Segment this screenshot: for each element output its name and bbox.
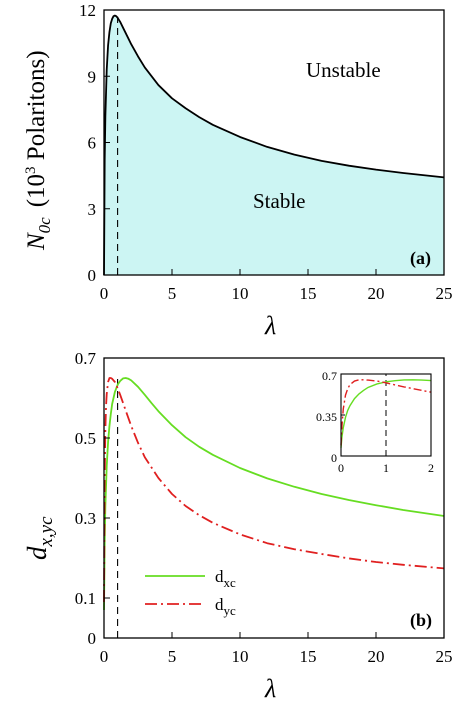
y-label-a-units-open: (10 (23, 174, 50, 207)
inset-ytick-label: 0 (331, 451, 337, 465)
b-ytick-label: 0.1 (75, 589, 96, 608)
a-ytick-label: 0 (88, 266, 97, 285)
a-xtick-label: 10 (232, 284, 249, 303)
x-ticks-b: 0 5 10 15 20 25 (100, 632, 453, 666)
y-label-a-units-close: Polaritons) (23, 50, 50, 166)
y-ticks-b: 0 0.1 0.3 0.5 0.7 (75, 349, 110, 648)
legend-label-dxc: dxc (215, 567, 236, 590)
a-xtick-label: 25 (436, 284, 453, 303)
critical-curve-line (103, 14, 445, 276)
y-label-b-symbol: d (22, 546, 52, 560)
legend-dxc-sub: xc (224, 575, 237, 590)
panel-b-tag: (b) (410, 610, 432, 631)
critical-number-curve (103, 14, 445, 276)
y-axis-label-b: dx,yc (22, 516, 57, 560)
legend-label-dyc: dyc (215, 595, 236, 618)
y-label-b-sub: x,yc (36, 516, 57, 548)
legend-dyc-sub: yc (224, 603, 237, 618)
b-ytick-label: 0.7 (75, 349, 97, 368)
a-xtick-label: 15 (300, 284, 317, 303)
y-label-a-sub: 0c (35, 217, 54, 234)
a-xtick-label: 5 (168, 284, 177, 303)
legend: dxc dyc (145, 567, 236, 618)
dyc-line (103, 377, 445, 603)
dipole-curves (103, 377, 445, 611)
b-xtick-label: 15 (300, 647, 317, 666)
plot-frame-b (103, 357, 445, 639)
panel-a-tag: (a) (410, 248, 431, 269)
x-ticks-a: 0 5 10 15 20 25 (100, 269, 453, 303)
inset-xtick-label: 2 (428, 461, 434, 475)
a-ytick-label: 6 (88, 134, 97, 153)
legend-dxc-main: d (215, 567, 224, 586)
inset-xtick-label: 0 (338, 461, 344, 475)
inset-x-ticks: 0 1 2 (338, 452, 434, 475)
inset-dxc-line (340, 379, 432, 448)
inset-background (313, 368, 437, 476)
inset-dyc-line (340, 379, 432, 446)
b-ytick-label: 0.5 (75, 429, 96, 448)
stable-area (104, 15, 444, 276)
inset-ytick-label: 0.35 (316, 410, 337, 424)
a-xtick-label: 0 (100, 284, 109, 303)
a-ytick-label: 9 (88, 67, 97, 86)
x-axis-label-b: λ (264, 674, 276, 703)
stable-region-fill (104, 15, 444, 276)
b-xtick-label: 5 (168, 647, 177, 666)
x-axis-label-a: λ (264, 311, 276, 340)
dxc-line (103, 377, 445, 611)
y-label-a-sup: 3 (23, 166, 39, 174)
inset-xtick-label: 1 (383, 461, 389, 475)
unstable-label: Unstable (306, 58, 381, 82)
b-xtick-label: 20 (368, 647, 385, 666)
panel-b: 0 5 10 15 20 25 00.10.30.50.7 dxc dyc (b) λ d… (22, 349, 453, 703)
stable-label: Stable (253, 189, 306, 213)
b-xtick-label: 25 (436, 647, 453, 666)
y-axis-label-a: N0c (103 Polaritons) (23, 50, 54, 251)
b-ytick-label: 0.3 (75, 509, 96, 528)
legend-dyc-main: d (215, 595, 224, 614)
a-xtick-label: 20 (368, 284, 385, 303)
a-ytick-label: 3 (88, 200, 97, 219)
inset-curves (340, 379, 432, 448)
inset-ytick-label: 0.7 (322, 369, 337, 383)
y-label-a-symbol: N (23, 232, 50, 251)
b-xtick-label: 0 (100, 647, 109, 666)
a-ytick-label: 12 (79, 1, 96, 20)
y-ticks-a: 0 3 6 9 12 (79, 1, 110, 285)
inset-plot: 0 1 2 0 0.35 0.7 (313, 368, 437, 476)
b-xtick-label: 10 (232, 647, 249, 666)
b-ytick-label: 0 (88, 629, 97, 648)
inset-y-ticks: 0 0.35 0.7 (316, 369, 345, 465)
